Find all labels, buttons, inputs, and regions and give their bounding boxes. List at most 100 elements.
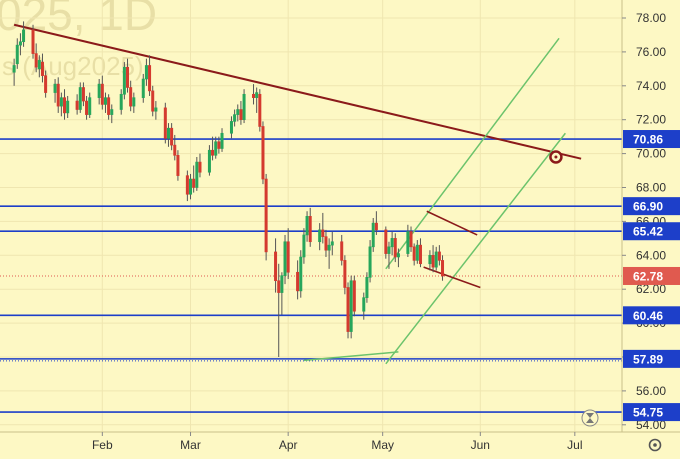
candle-body (365, 277, 369, 298)
candle-body (132, 97, 136, 107)
candle-body (214, 141, 218, 156)
trendline-base (303, 351, 399, 362)
candle-body (56, 83, 60, 107)
candle-body (163, 107, 167, 139)
trendline-flag-upper (426, 210, 478, 236)
trendline-flag-lower (423, 266, 481, 289)
level-label-bg (623, 306, 680, 325)
candle-body (78, 87, 82, 110)
candle-body (277, 280, 281, 293)
candle-body (406, 231, 410, 254)
candle-body (302, 234, 306, 258)
candle-body (396, 253, 400, 258)
candle-body (151, 90, 155, 112)
candle-body (59, 97, 63, 107)
candle-body (280, 275, 284, 293)
y-tick-label: 70.00 (636, 147, 666, 161)
trendline-channel-upper (385, 37, 560, 270)
candle-body (85, 100, 89, 115)
replay-circle (581, 409, 599, 427)
y-tick-label: 74.00 (636, 79, 666, 93)
candle-body (409, 231, 413, 248)
candle-body (368, 246, 372, 278)
candle-body (428, 255, 432, 265)
x-tick-label: Jun (471, 438, 490, 452)
candle-body (220, 132, 224, 149)
candle-body (173, 144, 177, 156)
candle-body (31, 29, 35, 54)
candle-body (393, 238, 397, 258)
candle-body (352, 280, 356, 312)
y-tick-label: 68.00 (636, 181, 666, 195)
candle-body (97, 83, 101, 98)
x-tick-label: Feb (92, 438, 113, 452)
candle-body (374, 222, 378, 231)
candle-body (229, 121, 233, 134)
y-tick-label: 64.00 (636, 248, 666, 262)
replay-button[interactable] (581, 409, 599, 427)
level-label: 60.46 (633, 309, 663, 323)
x-axis[interactable]: Feb Mar Apr May Jun Jul (0, 431, 680, 459)
candle-body (252, 93, 256, 98)
trendlines (13, 23, 582, 365)
candle-body (343, 260, 347, 288)
candle-body (207, 149, 211, 173)
candle-body (15, 44, 19, 65)
candle-body (211, 149, 215, 156)
candle-body (255, 92, 259, 98)
level-label: 54.75 (633, 406, 663, 420)
candle-body (12, 65, 16, 73)
y-tick-label: 76.00 (636, 45, 666, 59)
candle-body (324, 236, 328, 251)
candle-body (305, 216, 309, 236)
candle-body (283, 241, 287, 276)
candle-body (189, 178, 193, 195)
candle-body (66, 100, 70, 114)
candle-body (340, 241, 344, 261)
candle-body (44, 75, 48, 93)
settings-button[interactable] (648, 438, 662, 452)
hourglass-icon (586, 413, 594, 423)
candle-body (242, 93, 246, 121)
candle-body (274, 251, 278, 282)
candle-body (129, 87, 133, 107)
level-label-bg (623, 403, 680, 422)
x-tick-label: May (371, 438, 394, 452)
candle-body (318, 229, 322, 243)
current-price-label: 62.78 (633, 269, 663, 283)
candle-body (18, 41, 22, 46)
y-tick-label: 62.00 (636, 282, 666, 296)
x-tick-label: Jul (567, 438, 582, 452)
candle-body (321, 229, 325, 237)
candle-body (144, 65, 148, 80)
candle-body (170, 127, 174, 146)
candle-body (412, 246, 416, 261)
y-tick-label: 72.00 (636, 113, 666, 127)
candle-body (296, 271, 300, 292)
candle-body (195, 161, 199, 188)
candle-body (100, 83, 104, 105)
candle-body (418, 244, 422, 265)
candle-body (103, 97, 107, 105)
level-label-bg (623, 349, 680, 368)
candle-body (434, 251, 438, 268)
candle-body (299, 256, 303, 292)
level-label: 57.89 (633, 352, 663, 366)
candle-body (236, 109, 240, 115)
x-axis-bg (0, 432, 680, 459)
candle-body (327, 244, 331, 251)
gear-center (653, 443, 657, 447)
level-label-bg (623, 197, 680, 216)
level-label: 70.86 (633, 133, 663, 147)
candle-body (308, 216, 312, 243)
candle-body (22, 29, 26, 43)
target-dot (554, 155, 558, 159)
candle-body (154, 107, 158, 112)
level-label-bg (623, 130, 680, 149)
level-label: 66.90 (633, 200, 663, 214)
candle-body (198, 161, 202, 173)
candle-body (264, 178, 268, 253)
candle-body (185, 175, 189, 195)
candle-body (119, 93, 123, 110)
